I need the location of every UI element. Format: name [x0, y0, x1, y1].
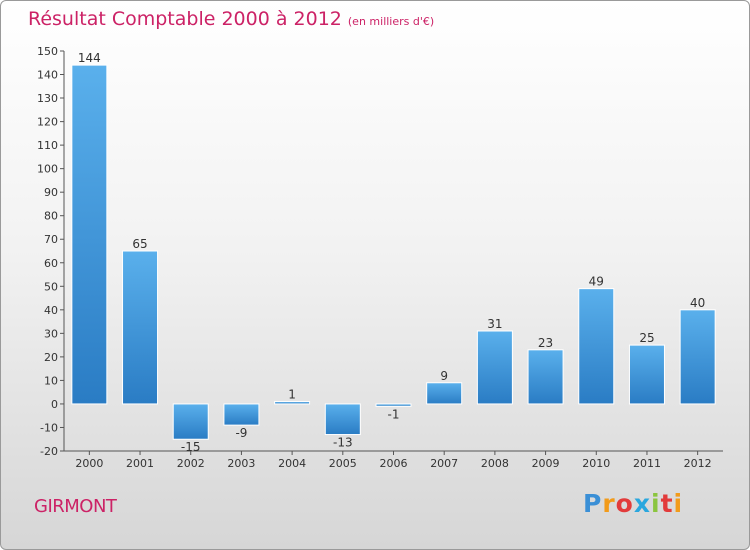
title-unit: (en milliers d'€)	[347, 15, 435, 28]
bar	[426, 382, 463, 405]
x-tick-label: 2011	[633, 457, 661, 470]
chart-axes: 1501401301201101009080706050403020100-10…	[37, 45, 723, 470]
x-tick-label: 2002	[177, 457, 205, 470]
data-label: 144	[78, 51, 101, 65]
chart-title: Résultat Comptable 2000 à 2012 (en millie…	[28, 8, 434, 30]
brand-letter: x	[633, 489, 651, 518]
title-text: Résultat Comptable 2000 à 2012	[28, 8, 342, 30]
bar	[71, 64, 108, 405]
data-label: 25	[639, 331, 654, 345]
y-tick-label: 30	[44, 327, 58, 340]
bar	[628, 344, 665, 405]
data-label: 1	[288, 388, 296, 402]
data-label: -1	[388, 407, 400, 421]
brand-letter: r	[602, 489, 616, 518]
bar	[122, 250, 159, 405]
data-label: 40	[690, 296, 705, 310]
x-tick-label: 2008	[481, 457, 509, 470]
y-tick-label: -10	[40, 421, 58, 434]
y-tick-label: 90	[44, 186, 58, 199]
y-tick-label: -20	[40, 445, 58, 458]
data-label: 65	[132, 237, 147, 251]
brand-letter: i	[673, 489, 684, 518]
y-tick-label: 110	[37, 139, 58, 152]
x-tick-label: 2009	[532, 457, 560, 470]
brand-letter: o	[615, 489, 634, 518]
data-label: 49	[589, 275, 604, 289]
y-tick-label: 40	[44, 304, 58, 317]
bar-chart: 1501401301201101009080706050403020100-10…	[37, 45, 723, 470]
x-tick-label: 2010	[582, 457, 610, 470]
x-tick-label: 2006	[380, 457, 408, 470]
x-tick-label: 2001	[126, 457, 154, 470]
y-tick-label: 100	[37, 163, 58, 176]
bar	[578, 288, 615, 405]
chart-bars	[71, 64, 716, 440]
x-tick-label: 2004	[278, 457, 306, 470]
x-tick-label: 2003	[227, 457, 255, 470]
brand-letter: t	[660, 489, 674, 518]
proxiti-logo: Proxiti	[583, 489, 683, 518]
bar	[527, 349, 564, 405]
data-label: -13	[333, 436, 353, 450]
y-tick-label: 130	[37, 92, 58, 105]
commune-name: GIRMONT	[34, 496, 117, 517]
data-label: -9	[235, 426, 247, 440]
y-tick-label: 150	[37, 45, 58, 58]
x-tick-label: 2005	[329, 457, 357, 470]
x-tick-label: 2012	[684, 457, 712, 470]
chart-data-labels: 144 65 -15 -9 1 -13 -1 9 31 23 49 25 40	[78, 51, 705, 454]
data-label: 9	[440, 369, 448, 383]
y-tick-label: 140	[37, 69, 58, 82]
y-tick-label: 10	[44, 374, 58, 387]
y-tick-label: 20	[44, 351, 58, 364]
data-label: 23	[538, 336, 553, 350]
bar	[476, 330, 513, 405]
bar	[375, 403, 412, 407]
bar	[274, 401, 311, 405]
y-tick-label: 0	[51, 398, 58, 411]
data-label: -15	[181, 440, 201, 454]
brand-letter: i	[651, 489, 661, 518]
y-tick-label: 50	[44, 280, 58, 293]
bar	[172, 403, 209, 440]
bar	[324, 403, 361, 436]
bar	[223, 403, 260, 426]
y-tick-label: 60	[44, 257, 58, 270]
x-tick-label: 2007	[430, 457, 458, 470]
y-tick-label: 80	[44, 210, 58, 223]
y-tick-label: 70	[44, 233, 58, 246]
bar	[679, 309, 716, 405]
x-tick-label: 2000	[75, 457, 103, 470]
data-label: 31	[487, 317, 502, 331]
y-tick-label: 120	[37, 116, 58, 129]
brand-letter: P	[583, 489, 603, 518]
